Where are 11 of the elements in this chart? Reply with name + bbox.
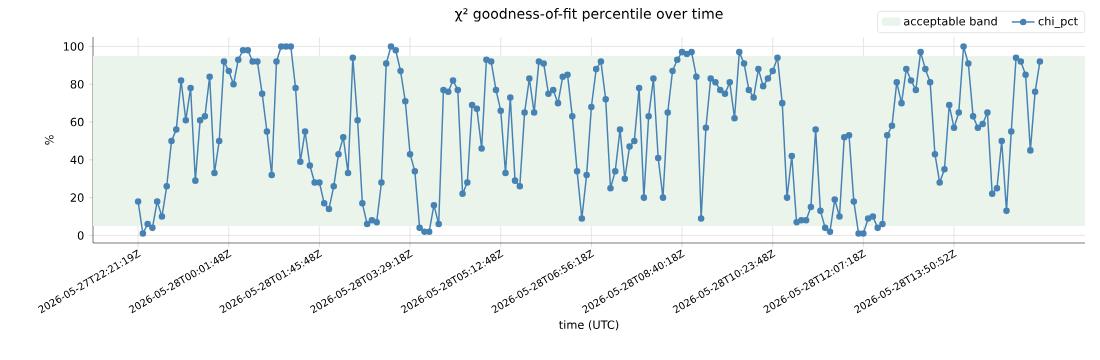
- y-tick-label: 40: [70, 155, 84, 165]
- y-tick-label: 60: [70, 117, 84, 127]
- legend-label: acceptable band: [904, 16, 997, 28]
- y-tick-label: 100: [63, 42, 84, 51]
- legend-label: chi_pct: [1038, 16, 1078, 28]
- chart-title: χ² goodness-of-fit percentile over time: [455, 8, 723, 22]
- y-tick-label: 80: [70, 79, 84, 89]
- y-tick-label: 20: [70, 193, 84, 202]
- y-tick-label: 0: [77, 231, 84, 240]
- y-axis-title: %: [44, 135, 54, 145]
- x-axis-title: time (UTC): [559, 320, 619, 331]
